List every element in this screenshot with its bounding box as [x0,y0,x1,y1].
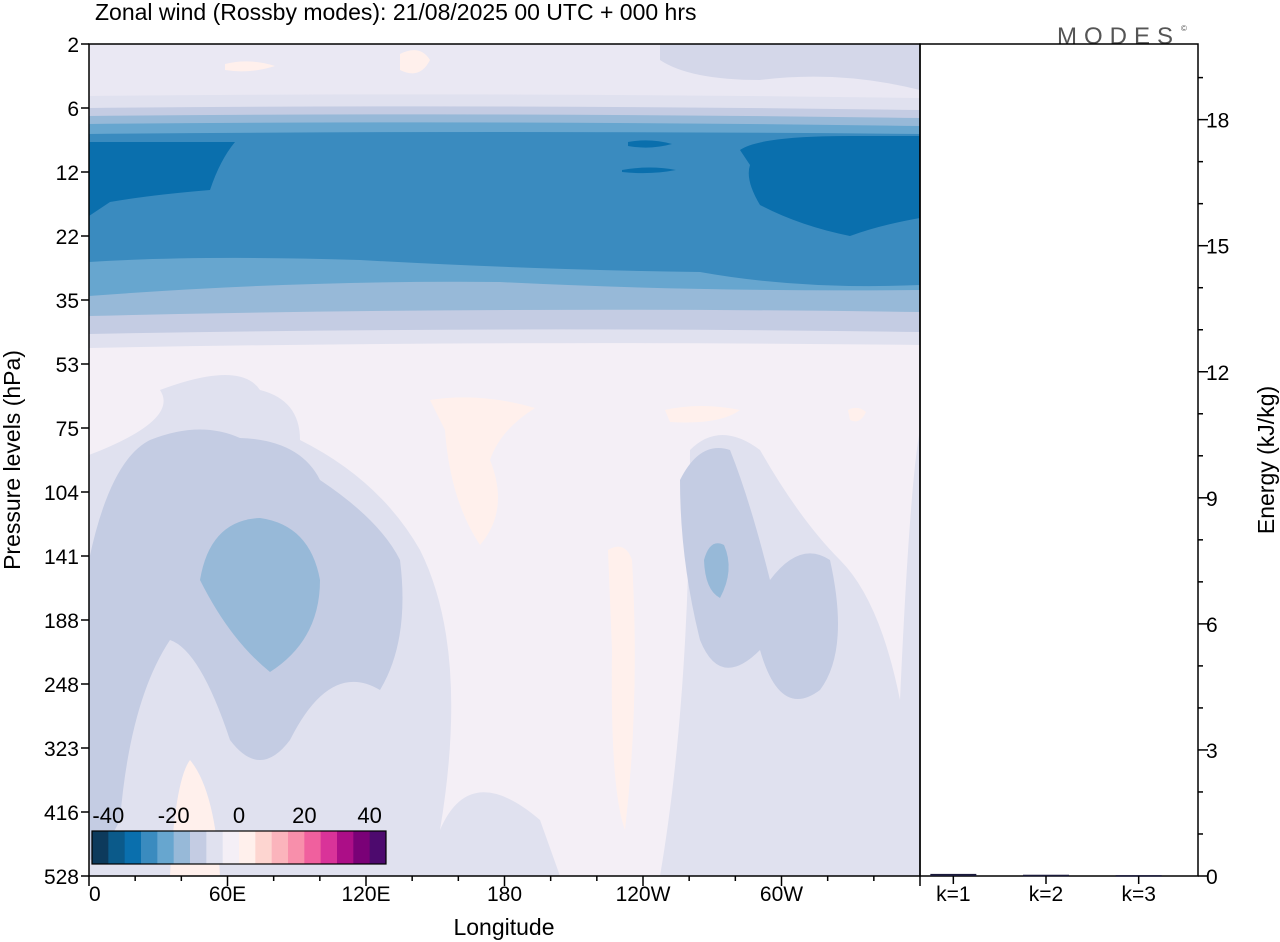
y-tick-label: 248 [44,674,79,697]
energy-bar [1023,874,1069,877]
contour-band [89,142,235,216]
energy-bar [1115,875,1162,877]
energy-category-label: k=2 [1029,883,1063,906]
contour-band [680,448,838,699]
contour-band [660,44,920,90]
y-tick-label: 6 [67,98,79,121]
y-tick-label: 2 [67,34,79,57]
x-tick-label: 60E [209,883,246,906]
contour-band [608,546,635,830]
logo-mark: © [1181,24,1187,33]
y-tick-label: 104 [44,482,79,505]
x-tick-label: 120E [341,883,390,906]
axes: 2 6 12 22 35 53 75 104 141 188 248 323 416 528 0 60E 120… [44,34,921,906]
colorbar-swatch [124,831,142,864]
energy-bar [930,873,977,876]
energy-tick-label: 9 [1206,488,1218,511]
x-axis-label: Longitude [453,914,554,940]
contour-band [200,518,320,672]
x-tick-label: 120W [616,883,671,906]
energy-tick-label: 18 [1206,110,1229,133]
x-tick-label: 0 [89,883,101,906]
y-tick-label: 528 [44,866,79,889]
colorbar-swatch [353,831,371,864]
contour-field [89,44,920,876]
colorbar-frame [91,830,387,865]
y-tick-label: 416 [44,802,79,825]
contour-band [430,397,535,545]
colorbar-tick-label: 0 [233,803,245,828]
contour-band [622,140,676,174]
y-tick-label: 35 [56,290,79,313]
y-tick-label: 12 [56,162,79,185]
energy-tick-label: 6 [1206,614,1218,637]
colorbar-swatch [320,831,338,864]
colorbar-swatch [369,831,387,864]
colorbar-swatch [222,831,240,864]
y-tick-label: 22 [56,226,79,249]
colorbar-swatch [173,831,191,864]
energy-tick-label: 15 [1206,236,1229,259]
contour-band [665,406,866,423]
y-tick-label: 188 [44,610,79,633]
colorbar-swatch [255,831,273,864]
energy-panel-frame [919,43,1199,877]
colorbar-swatch [157,831,175,864]
contour-band [89,132,920,287]
colorbar-swatch [206,831,224,864]
energy-category-label: k=3 [1121,883,1155,906]
y-tick-label: 53 [56,354,79,377]
colorbar-tick-label: -20 [158,803,190,828]
colorbar-tick-label: 20 [292,803,316,828]
x-tick-label: 60W [760,883,803,906]
colorbar-swatch [304,831,322,864]
energy-category-label: k=1 [936,883,970,906]
energy-tick-label: 0 [1206,866,1218,889]
logo-text: MODES [1057,23,1180,50]
contour-band [225,50,430,74]
energy-bars: 0 3 6 9 12 15 18 k=1 k=2 k=3 [930,76,1229,906]
contour-band [740,136,920,236]
y-axis-label: Pressure levels (hPa) [0,350,25,570]
y-tick-label: 75 [56,418,79,441]
chart-title: Zonal wind (Rossby modes): 21/08/2025 00… [95,0,697,25]
colorbar-tick-label: -40 [92,803,124,828]
contour-band [704,543,729,598]
x-tick-label: 180 [487,883,522,906]
colorbar-swatch [190,831,207,864]
colorbar-swatch [271,831,289,864]
colorbar-swatch [239,831,256,864]
energy-tick-label: 12 [1206,362,1229,385]
colorbar: -40 -20 0 20 40 [91,803,387,865]
colorbar-swatch [288,831,305,864]
colorbar-swatch [92,831,109,864]
energy-tick-label: 3 [1206,740,1218,763]
energy-axis-label: Energy (kJ/kg) [1253,386,1279,534]
y-tick-label: 323 [44,738,79,761]
colorbar-tick-label: 40 [357,803,381,828]
y-tick-label: 141 [44,546,79,569]
colorbar-swatch [108,831,126,864]
modes-logo: MODES © [1057,23,1187,50]
colorbar-swatch [337,831,354,864]
colorbar-swatch [141,831,158,864]
